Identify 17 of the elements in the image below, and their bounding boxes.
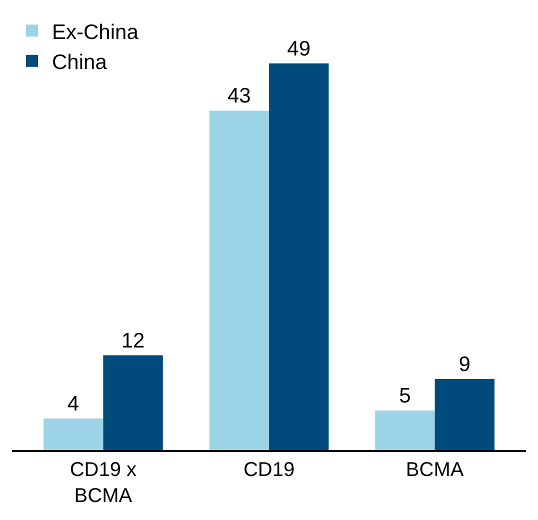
x-tick-label: CD19 x BCMA — [70, 458, 137, 507]
x-tick-label: BCMA — [406, 458, 464, 481]
data-label: 43 — [227, 84, 251, 108]
bar — [209, 110, 269, 450]
data-label: 5 — [399, 384, 411, 408]
data-label: 9 — [458, 352, 470, 376]
data-label: 4 — [67, 392, 80, 416]
data-label: 12 — [121, 329, 145, 352]
bar — [375, 410, 435, 450]
bar — [269, 63, 329, 450]
bar — [44, 418, 104, 450]
x-tick-label: CD19 — [243, 458, 295, 481]
legend-label: China — [52, 51, 108, 74]
bar — [103, 355, 163, 450]
legend-label: Ex-China — [52, 20, 139, 44]
bar — [434, 378, 494, 450]
data-label: 49 — [287, 37, 311, 60]
